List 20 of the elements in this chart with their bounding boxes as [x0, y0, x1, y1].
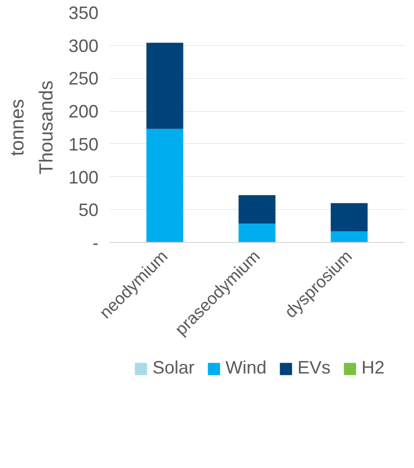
- y-tick-label: 100: [68, 167, 99, 188]
- y-tick-label: 350: [68, 3, 99, 23]
- bar: [238, 223, 276, 242]
- bar: [238, 195, 276, 224]
- bar: [330, 231, 368, 242]
- legend-label: H2: [362, 358, 385, 378]
- bar: [330, 203, 368, 232]
- y-tick-label: 150: [68, 134, 99, 154]
- y-tick-label: 50: [78, 200, 99, 220]
- bar: [146, 128, 184, 242]
- y-tick-label: 300: [68, 36, 99, 56]
- y-tick-label: -: [92, 233, 99, 253]
- text: Thousands: [36, 80, 58, 175]
- legend-label: Solar: [152, 358, 194, 378]
- bar: [146, 42, 184, 129]
- y-axis-title: tonnes: [8, 98, 28, 156]
- legend-label: EVs: [298, 358, 331, 378]
- legend-label: Wind: [225, 358, 267, 378]
- y-tick-label: 200: [68, 102, 99, 122]
- y-tick-label: 250: [68, 68, 99, 89]
